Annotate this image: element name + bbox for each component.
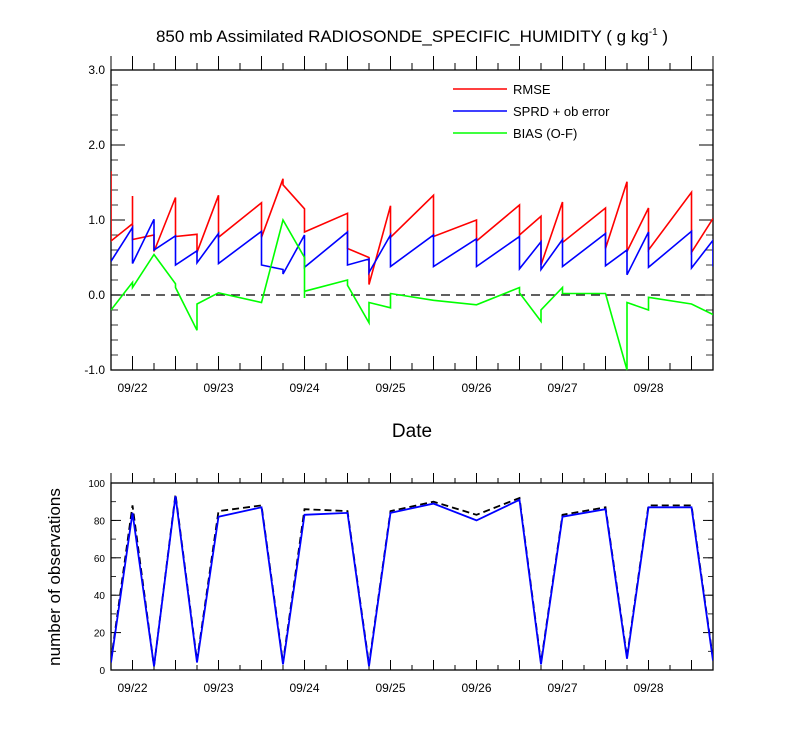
y-tick-label: 0.0: [88, 288, 105, 302]
series-group: [111, 494, 713, 667]
series-line-sprd-ob-error: [111, 218, 713, 276]
x-tick-label: 09/22: [117, 381, 147, 395]
x-tick-label: 09/25: [375, 381, 405, 395]
top-panel: -1.0 0.0 1.0 2.0 3.0 09/22 09/23 09/24 09/25 09/2…: [84, 56, 714, 395]
x-tick-label: 09/24: [289, 681, 319, 695]
series-line-bias-o-f: [111, 217, 713, 371]
x-tick-label: 09/26: [461, 681, 491, 695]
bottom-y-axis-label: number of observations: [45, 488, 64, 666]
x-tick-label: 09/27: [547, 381, 577, 395]
legend: RMSE SPRD + ob error BIAS (O-F): [453, 82, 610, 141]
y-tick-label: 60: [94, 554, 106, 565]
y-tick-label: 20: [94, 629, 106, 640]
series-line-rmse: [111, 171, 713, 285]
y-tick-label: 3.0: [88, 63, 105, 77]
plot-frame: [110, 69, 714, 371]
y-tick-label: -1.0: [84, 363, 105, 377]
x-tick-label: 09/23: [203, 681, 233, 695]
bottom-panel: 0 20 40 60 80 100 09/22 09/23 09/24 09/25 09/26 09/…: [88, 473, 714, 695]
x-tick-label: 09/28: [633, 681, 663, 695]
y-tick-label: 1.0: [88, 213, 105, 227]
top-x-axis-label: Date: [392, 421, 432, 442]
y-tick-label: 0: [99, 666, 105, 677]
y-tick-label: 80: [94, 516, 106, 527]
x-tick-label: 09/24: [289, 381, 319, 395]
x-tick-label: 09/23: [203, 381, 233, 395]
x-tick-label: 09/22: [117, 681, 147, 695]
legend-label: BIAS (O-F): [513, 126, 577, 141]
x-tick-label: 09/27: [547, 681, 577, 695]
x-tick-label: 09/28: [633, 381, 663, 395]
legend-label: RMSE: [513, 82, 551, 97]
series-group: [111, 171, 713, 371]
y-tick-label: 2.0: [88, 138, 105, 152]
x-tick-label: 09/25: [375, 681, 405, 695]
chart-title: 850 mb Assimilated RADIOSONDE_SPECIFIC_H…: [156, 27, 668, 46]
y-tick-label: 40: [94, 591, 106, 602]
series-line-possible: [111, 494, 713, 667]
legend-label: SPRD + ob error: [513, 104, 610, 119]
series-line-assimilated: [111, 495, 713, 667]
plot-frame: [110, 482, 714, 671]
chart-title-superscript: -1: [649, 27, 658, 38]
x-tick-label: 09/26: [461, 381, 491, 395]
y-tick-label: 100: [88, 479, 105, 490]
